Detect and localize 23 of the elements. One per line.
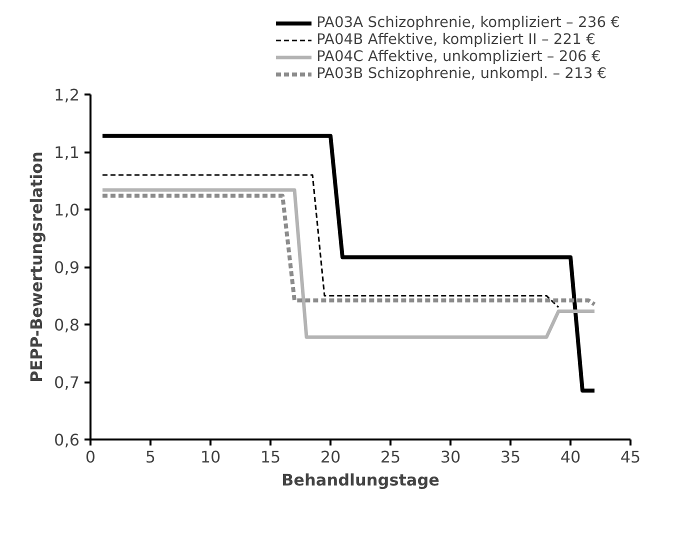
legend-label: PA03B Schizophrenie, unkompl. – 213 € [316,65,607,82]
x-tick-label: 20 [320,448,341,466]
x-tick-label: 45 [620,448,641,466]
legend-label: PA03A Schizophrenie, kompliziert – 236 € [316,14,620,31]
y-tick-label: 0,6 [54,430,80,450]
x-tick-label: 25 [380,448,401,466]
y-tick-label: 0,7 [54,373,80,392]
y-tick-label: 1,1 [54,143,80,162]
x-tick-label: 10 [200,448,221,466]
x-tick-label: 0 [85,448,96,466]
x-axis-title: Behandlungstage [281,470,440,490]
x-tick-label: 35 [500,448,521,466]
y-tick-label: 0,8 [54,316,80,334]
y-tick-label: 1,2 [54,86,80,104]
x-tick-label: 5 [145,448,156,466]
x-tick-label: 15 [260,448,281,466]
y-tick-label: 0,9 [54,258,80,277]
y-tick-label: 1,0 [54,200,80,220]
x-tick-label: 40 [560,448,581,466]
y-axis-title: PEPP-Bewertungsrelation [27,152,46,382]
x-tick-label: 30 [440,448,461,466]
legend-label: PA04C Affektive, unkompliziert – 206 € [316,48,601,65]
legend-label: PA04B Affektive, kompliziert II – 221 € [316,31,596,48]
